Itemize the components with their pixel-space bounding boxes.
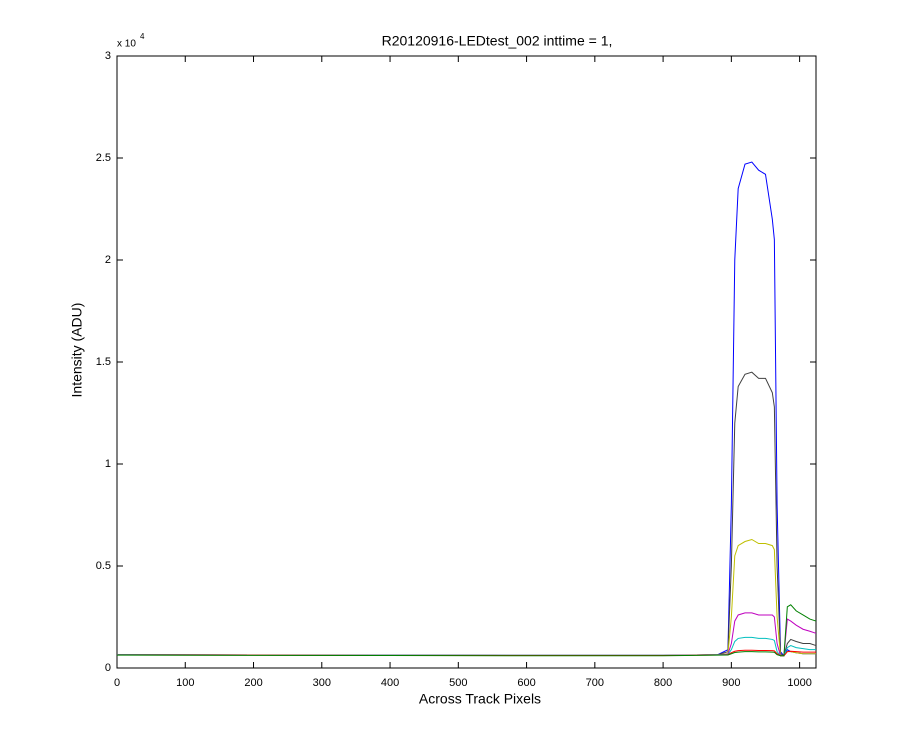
y-tick-label: 2.5 [96, 152, 111, 164]
x-tick-label: 0 [114, 677, 120, 689]
y-exponent-base: x 10 [117, 39, 136, 50]
plot-area [116, 55, 817, 669]
x-tick-label: 800 [654, 677, 672, 689]
y-exponent: 4 [140, 32, 145, 41]
data-line [116, 604, 817, 657]
y-tick-label: 0 [105, 662, 111, 674]
y-tick-label: 0.5 [96, 560, 111, 572]
y-tick-label: 2 [105, 254, 111, 266]
x-tick-label: 600 [517, 677, 535, 689]
x-tick-label: 200 [244, 677, 262, 689]
y-tick-label: 1.5 [96, 356, 111, 368]
x-tick-label: 900 [722, 677, 740, 689]
y-axis-label: Intensity (ADU) [69, 303, 85, 398]
y-tick-label: 3 [105, 50, 111, 62]
x-tick-label: 500 [449, 677, 467, 689]
x-tick-label: 400 [381, 677, 399, 689]
chart-title: R20120916-LEDtest_002 inttime = 1, [382, 33, 613, 49]
x-tick-label: 100 [176, 677, 194, 689]
x-axis-label: Across Track Pixels [419, 691, 541, 707]
y-tick-label: 1 [105, 458, 111, 470]
x-tick-label: 1000 [787, 677, 811, 689]
x-tick-label: 300 [313, 677, 331, 689]
x-tick-label: 700 [586, 677, 604, 689]
